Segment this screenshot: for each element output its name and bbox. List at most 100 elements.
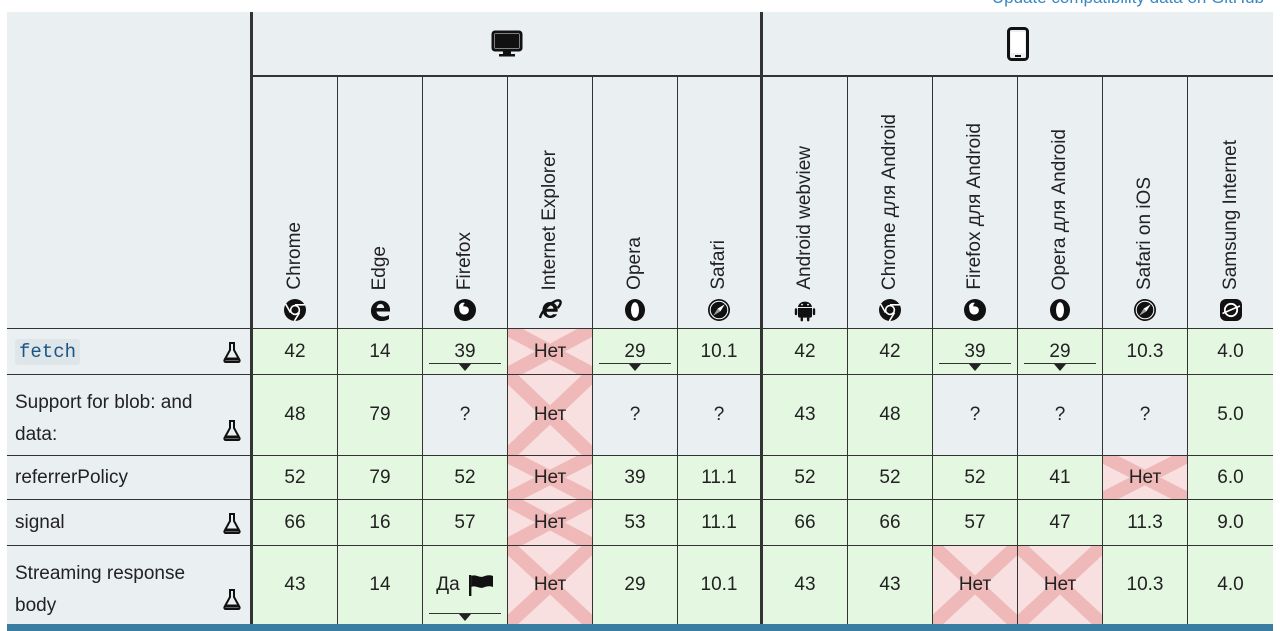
support-version: 11.3 [1127,511,1163,533]
expand-notes-triangle-icon[interactable] [969,364,981,371]
support-version: 11.1 [701,466,737,488]
support-version: 57 [454,511,476,533]
experimental-flask-icon [222,419,242,441]
support-cell[interactable]: Да [423,546,508,625]
support-version: 14 [369,574,391,595]
support-version: ? [1139,404,1151,425]
browser-header-content: Chrome для Android [848,114,932,322]
support-cell: Нет [508,329,593,375]
browser-header-edge: Edge [338,77,423,329]
support-version: 42 [879,340,901,362]
support-version: 53 [624,511,646,533]
support-cell: 52 [933,456,1018,500]
browser-header-firefox-для-android: Firefox для Android [933,77,1018,329]
notes-underline [429,363,501,364]
support-version: 4.0 [1217,574,1244,595]
feature-label: signal [15,511,65,533]
support-cell[interactable]: 29 [593,329,678,375]
support-cell: 43 [763,375,848,456]
browser-header-opera: Opera [593,77,678,329]
support-cell: 4.0 [1188,546,1273,625]
feature-code-label[interactable]: fetch [15,338,81,365]
expand-notes-triangle-icon[interactable] [459,364,471,371]
notes-underline [429,613,501,614]
support-version: 16 [369,511,391,533]
support-version: 14 [369,340,391,362]
support-cell[interactable]: 39 [423,329,508,375]
support-cell: 52 [253,456,338,500]
browser-header-content: Firefox [423,232,507,322]
support-cell: 10.3 [1103,329,1188,375]
experimental-flask-icon [222,512,242,534]
support-cell: 14 [338,546,423,625]
support-version: 39 [624,466,646,488]
support-cell: Нет [508,456,593,500]
browser-header-samsung-internet: Samsung Internet [1188,77,1273,329]
support-version: 43 [879,574,901,595]
support-version: 5.0 [1217,404,1244,425]
browser-header-content: Android webview [763,146,847,322]
support-version: 10.1 [700,574,738,595]
desktop-icon [491,30,522,56]
support-cell: 43 [848,546,933,625]
browser-name: Safari on iOS [1134,177,1155,290]
support-cell: Нет [508,375,593,456]
safari-icon [1133,298,1157,322]
support-cell: 66 [763,500,848,546]
support-cell: 11.1 [678,500,763,546]
ie-icon [538,298,562,322]
support-cell: 79 [338,375,423,456]
support-cell[interactable]: 39 [933,329,1018,375]
browser-header-content: Internet Explorer [508,150,592,322]
support-cell: 16 [338,500,423,546]
support-cell: ? [678,375,763,456]
browser-name: Opera для Android [1049,128,1070,290]
chrome-icon [878,298,902,322]
support-version: Нет [533,404,567,425]
notes-underline [939,363,1011,364]
platform-mobile [763,12,1273,77]
support-cell: 66 [253,500,338,546]
support-cell: 11.3 [1103,500,1188,546]
support-cell: 53 [593,500,678,546]
support-cell: 29 [593,546,678,625]
feature-label: Support for blob: and data: [15,392,193,445]
expand-notes-triangle-icon[interactable] [629,364,641,371]
feature-name-cell: Support for blob: and data: [7,375,253,456]
support-cell: 42 [763,329,848,375]
support-version: 29 [1049,340,1071,362]
browser-header-opera-для-android: Opera для Android [1018,77,1103,329]
update-compat-data-link[interactable]: Update compatibility data on GitHub [992,0,1264,8]
support-version: Нет [958,574,992,595]
support-cell: 48 [253,375,338,456]
safari-icon [707,298,731,322]
support-version: 11.1 [701,511,737,533]
platform-desktop [253,12,763,77]
support-version: 66 [794,511,816,533]
support-cell: 52 [763,456,848,500]
browser-header-content: Firefox для Android [933,123,1017,322]
support-version: ? [969,404,981,425]
support-version: 43 [794,404,816,425]
support-version: 10.3 [1126,574,1164,595]
support-version: 52 [284,466,306,488]
support-cell: 4.0 [1188,329,1273,375]
expand-notes-triangle-icon[interactable] [1054,364,1066,371]
support-version: 66 [879,511,901,533]
browser-header-android-webview: Android webview [763,77,848,329]
android-icon [793,298,817,322]
support-version: 29 [624,574,646,595]
support-version: 52 [964,466,986,488]
support-version: ? [459,404,471,425]
browser-header-firefox: Firefox [423,77,508,329]
firefox-icon [453,298,477,322]
opera-icon [1048,298,1072,322]
support-version: 6.0 [1217,466,1244,488]
support-cell: 66 [848,500,933,546]
feature-name-cell: signal [7,500,253,546]
browser-name: Safari [708,240,729,290]
support-version: 29 [624,340,646,362]
expand-notes-triangle-icon[interactable] [459,614,471,621]
support-cell: ? [933,375,1018,456]
support-cell[interactable]: 29 [1018,329,1103,375]
